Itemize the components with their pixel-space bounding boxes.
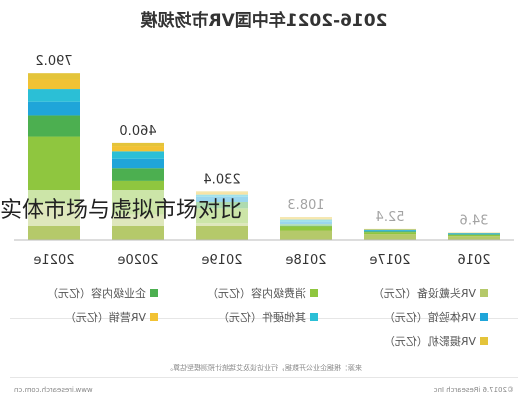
legend-item: VR体验馆（亿元）	[384, 309, 488, 325]
legend-swatch	[150, 313, 158, 321]
total-label-2021e: 790.2	[35, 54, 72, 69]
legend-label: VR摄影机（亿元）	[383, 335, 476, 348]
bar-segment-2020e-4	[112, 151, 164, 159]
category-label-2016: 2016	[457, 253, 490, 268]
bar-segment-2021e-4	[28, 89, 80, 102]
legend-swatch	[480, 313, 488, 321]
category-label-2017e: 2017e	[369, 253, 410, 268]
bar-segment-2018e-0	[280, 230, 332, 240]
bar-segment-2018e-1	[280, 226, 332, 231]
legend-label: 消费级内容（亿元）	[207, 287, 306, 300]
legend-item: VR营销（亿元）	[65, 309, 158, 325]
bar-segment-2021e-2	[28, 115, 80, 137]
footer-copyright: ©2017.6 iResearch Inc	[433, 386, 514, 394]
bar-segment-2021e-3	[28, 101, 80, 116]
bar-segment-2021e-5	[28, 79, 80, 90]
legend-item: 其他硬件（亿元）	[218, 309, 318, 325]
bar-segment-2016-1	[448, 234, 500, 237]
legend-item: VR头戴设备（亿元）	[373, 285, 488, 301]
legend-swatch	[310, 313, 318, 321]
bar-segment-2020e-6	[112, 142, 164, 147]
category-label-2020e: 2020e	[117, 253, 158, 268]
legend-label: 其他硬件（亿元）	[218, 311, 306, 324]
legend-item: 企业级内容（亿元）	[47, 285, 158, 301]
legend-label: VR营销（亿元）	[64, 311, 146, 324]
legend-item: VR摄影机（亿元）	[384, 333, 488, 349]
legend-label: VR体验馆（亿元）	[383, 311, 476, 324]
total-label-2019e: 230.4	[203, 172, 240, 187]
overlay-caption: 实体市场与虚拟市场对比	[0, 190, 528, 226]
bar-segment-2021e-6	[28, 73, 80, 80]
category-label-2021e: 2021e	[33, 253, 74, 268]
legend-swatch	[480, 337, 488, 345]
bar-segment-2017e-2	[364, 231, 416, 233]
bar-segment-2016-3	[448, 233, 500, 235]
legend-swatch	[480, 289, 488, 297]
bar-segment-2016-2	[448, 234, 500, 235]
divider-bottom	[10, 377, 518, 378]
bar-segment-2017e-4	[364, 229, 416, 231]
source-note: 来源：根据企业公开数据，行业访谈及艾瑞统计预测模型估算。	[166, 364, 362, 372]
bar-segment-2019e-0	[196, 223, 248, 240]
legend-label: 企业级内容（亿元）	[47, 287, 146, 300]
bar-segment-2020e-3	[112, 158, 164, 169]
bar-segment-2017e-0	[364, 234, 416, 240]
legend-label: VR头戴设备（亿元）	[372, 287, 476, 300]
footer-url: www.iresearch.com.cn	[14, 386, 93, 394]
bar-segment-2020e-2	[112, 168, 164, 181]
total-label-2020e: 460.0	[119, 124, 156, 139]
category-label-2019e: 2019e	[201, 253, 242, 268]
bar-segment-2020e-5	[112, 146, 164, 152]
legend-item: 消费级内容（亿元）	[207, 285, 318, 301]
legend-swatch	[310, 289, 318, 297]
category-label-2018e: 2018e	[285, 253, 326, 268]
bar-segment-2016-0	[448, 236, 500, 240]
footer: ©2017.6 iResearch Inc www.iresearch.com.…	[0, 386, 528, 398]
bar-segment-2017e-3	[364, 230, 416, 232]
bar-segment-2017e-1	[364, 232, 416, 235]
legend-swatch	[150, 289, 158, 297]
